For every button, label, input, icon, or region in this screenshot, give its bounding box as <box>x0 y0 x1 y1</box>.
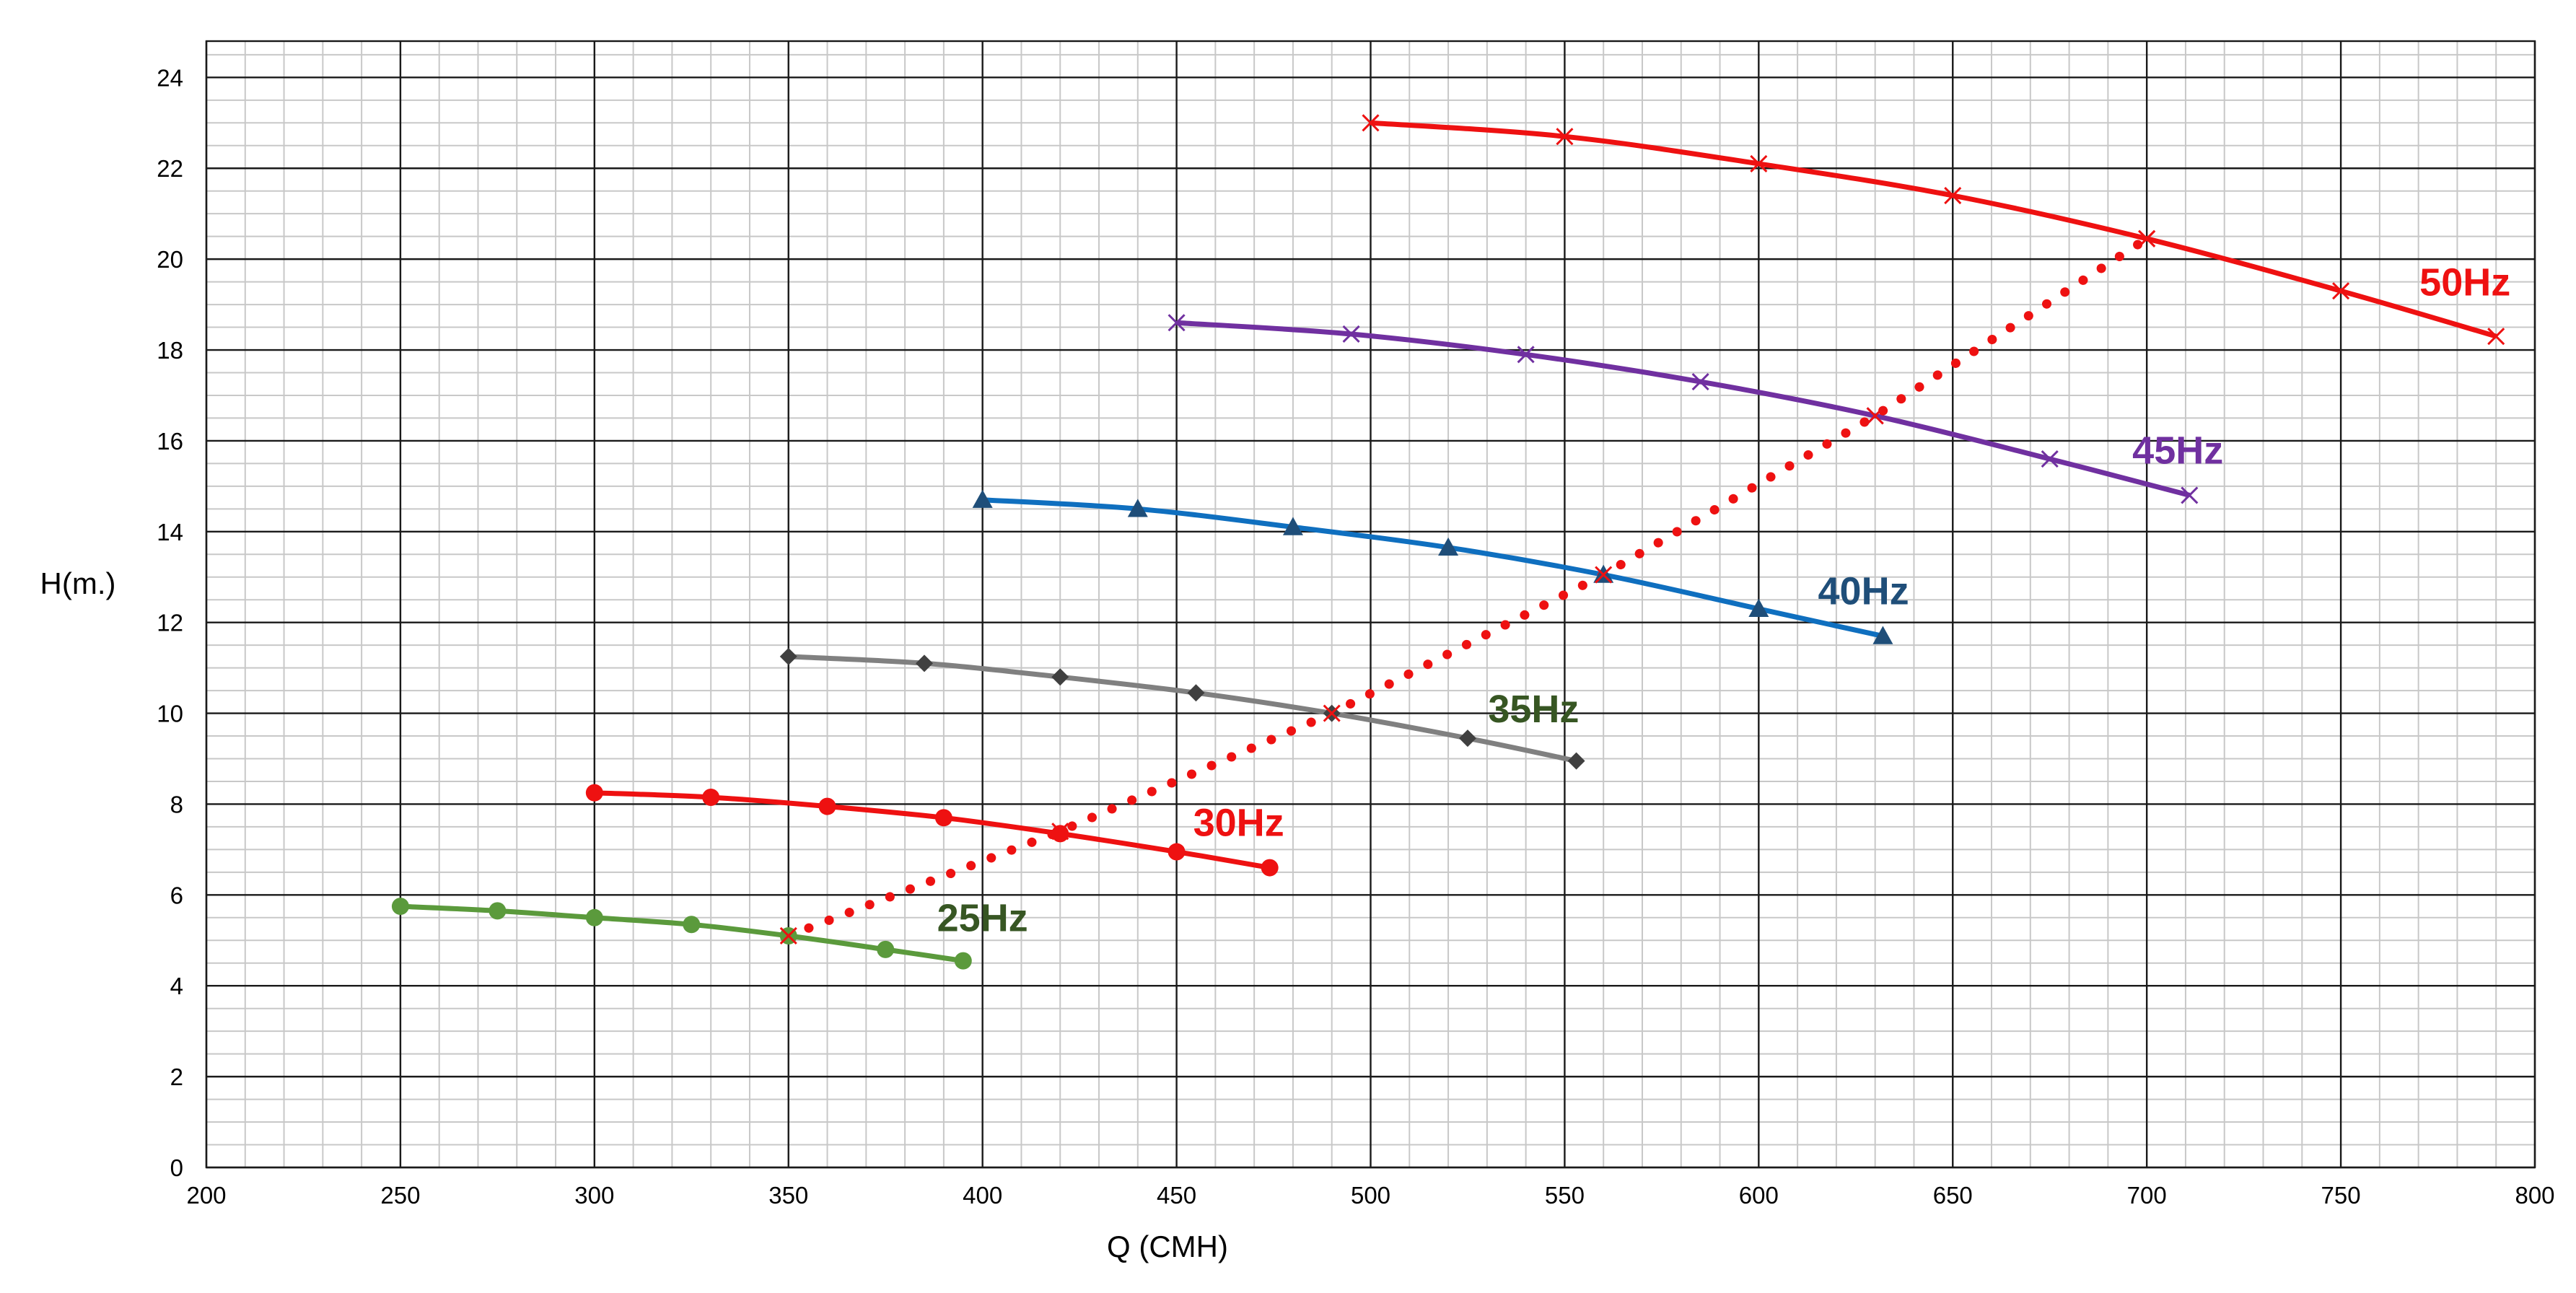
x-tick-label: 700 <box>2127 1182 2167 1209</box>
x-tick-label: 600 <box>1739 1182 1779 1209</box>
series-point-operating <box>2138 229 2156 247</box>
x-axis-title: Q (CMH) <box>1107 1230 1228 1263</box>
series-label-45hz: 45Hz <box>2132 429 2223 472</box>
y-tick-label: 2 <box>170 1064 183 1090</box>
series-label-50hz: 50Hz <box>2419 260 2510 304</box>
series-point-25hz <box>585 908 603 926</box>
series-point-35hz <box>1187 684 1205 702</box>
series-label-25hz: 25Hz <box>937 897 1028 940</box>
series-label-layer: 50Hz 45Hz 40Hz 35Hz 30Hz 25Hz <box>937 260 2511 939</box>
marker-layer <box>391 114 2505 970</box>
series-point-30hz <box>934 809 952 827</box>
series-point-35hz <box>1458 729 1476 748</box>
series-point-25hz <box>489 902 507 920</box>
series-label-40hz: 40Hz <box>1818 570 1909 613</box>
series-point-35hz <box>779 647 797 665</box>
major-grid <box>205 40 2536 1169</box>
y-tick-label: 6 <box>170 882 183 908</box>
series-point-30hz <box>1051 825 1069 843</box>
x-tick-label: 800 <box>2515 1182 2554 1209</box>
y-tick-label: 12 <box>157 610 183 636</box>
y-tick-label: 14 <box>157 519 183 545</box>
x-tick-label: 500 <box>1351 1182 1390 1209</box>
y-tick-label: 8 <box>170 791 183 818</box>
series-point-30hz <box>702 789 720 807</box>
series-point-40hz <box>1438 537 1459 556</box>
series-label-35hz: 35Hz <box>1488 688 1579 731</box>
x-tick-label: 750 <box>2321 1182 2361 1209</box>
x-tick-label: 350 <box>768 1182 808 1209</box>
plot-border <box>205 40 2536 1169</box>
series-point-50hz <box>2332 282 2350 300</box>
series-point-50hz <box>1362 114 1380 132</box>
series-point-25hz <box>877 940 895 958</box>
series-point-35hz <box>1567 752 1585 770</box>
series-point-35hz <box>915 654 933 672</box>
series-point-25hz <box>683 916 701 934</box>
series-point-operating <box>1323 704 1341 722</box>
series-line-operating <box>784 234 2152 941</box>
series-point-operating <box>779 926 797 945</box>
y-axis-title: H(m.) <box>40 566 116 600</box>
series-label-30hz: 30Hz <box>1193 802 1284 845</box>
series-point-45hz <box>1517 346 1535 364</box>
x-tick-label: 450 <box>1157 1182 1196 1209</box>
series-point-50hz <box>1750 154 1768 173</box>
series-point-operating <box>1595 566 1613 584</box>
series-point-operating <box>1866 407 1884 425</box>
series-point-50hz <box>2487 328 2505 346</box>
y-tick-label: 22 <box>157 155 183 182</box>
series-point-30hz <box>1167 843 1186 861</box>
x-tick-labels: 200 250 300 350 400 450 500 550 600 650 700 750 800 <box>186 1182 2554 1209</box>
x-tick-label: 200 <box>186 1182 226 1209</box>
y-tick-label: 16 <box>157 428 183 455</box>
y-tick-label: 10 <box>157 701 183 727</box>
series-point-40hz <box>1872 626 1893 644</box>
series-point-operating <box>1051 823 1069 841</box>
series-point-50hz <box>1556 128 1574 146</box>
series-point-30hz <box>1261 859 1279 877</box>
series-point-45hz <box>1342 325 1360 343</box>
y-tick-label: 4 <box>170 973 183 999</box>
y-tick-label: 20 <box>157 246 183 273</box>
series-point-35hz <box>1051 668 1069 686</box>
series-point-30hz <box>818 797 836 815</box>
y-tick-label: 18 <box>157 337 183 364</box>
series-point-25hz <box>954 952 972 970</box>
y-tick-label: 24 <box>157 64 183 91</box>
series-point-30hz <box>585 784 603 802</box>
series-point-45hz <box>2041 450 2059 468</box>
x-tick-label: 250 <box>380 1182 420 1209</box>
series-point-40hz <box>1282 517 1303 535</box>
series-point-45hz <box>1691 373 1709 391</box>
x-tick-label: 650 <box>1933 1182 1973 1209</box>
x-tick-label: 550 <box>1545 1182 1585 1209</box>
series-point-45hz <box>2181 486 2199 504</box>
series-point-50hz <box>1944 186 1962 205</box>
x-tick-label: 400 <box>963 1182 1002 1209</box>
series-point-45hz <box>1167 314 1186 332</box>
series-point-40hz <box>1748 598 1769 617</box>
series-point-40hz <box>972 489 993 508</box>
x-tick-label: 300 <box>574 1182 614 1209</box>
series-point-40hz <box>1127 499 1148 517</box>
series-point-25hz <box>391 898 409 916</box>
y-tick-label: 0 <box>170 1154 183 1181</box>
